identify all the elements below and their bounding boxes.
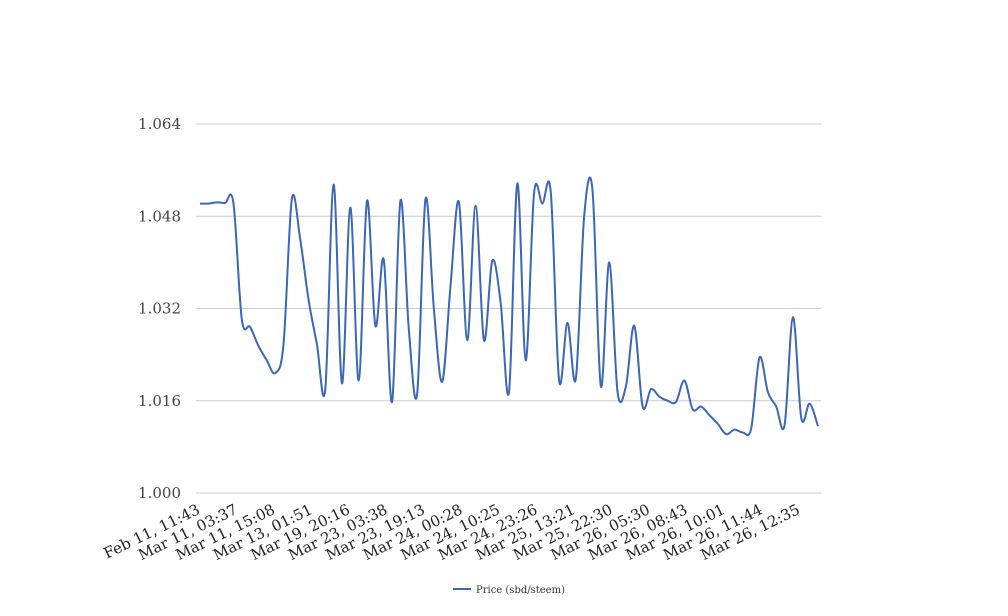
- legend: Price (sbd/steem): [453, 585, 565, 596]
- data-point-0-40: [532, 191, 536, 195]
- data-point-0-62: [716, 422, 720, 426]
- data-point-0-15: [323, 387, 327, 391]
- data-point-0-45: [574, 377, 578, 381]
- data-point-0-3: [223, 201, 227, 205]
- data-point-0-34: [482, 338, 486, 342]
- data-point-0-74: [816, 424, 820, 428]
- data-point-0-69: [774, 405, 778, 409]
- y-tick-label-2: 1.032: [138, 300, 181, 318]
- data-point-0-23: [390, 400, 394, 404]
- data-point-0-73: [808, 402, 812, 406]
- data-point-0-38: [515, 181, 519, 185]
- data-point-0-49: [607, 260, 611, 264]
- data-point-0-14: [315, 342, 319, 346]
- data-point-0-70: [783, 423, 787, 427]
- gridlines: [196, 123, 821, 494]
- data-point-0-11: [290, 197, 294, 201]
- data-point-0-31: [457, 200, 461, 204]
- data-point-0-65: [741, 430, 745, 434]
- y-axis-tick-labels: 1.000 1.016 1.032 1.048 1.064: [138, 115, 181, 502]
- data-point-0-13: [307, 298, 311, 302]
- data-point-0-24: [398, 199, 402, 203]
- data-point-0-59: [691, 407, 695, 411]
- data-point-0-1: [206, 202, 210, 206]
- legend-label-price: Price (sbd/steem): [476, 585, 565, 596]
- data-point-0-6: [248, 325, 252, 329]
- data-point-0-50: [616, 390, 620, 394]
- data-point-0-63: [724, 432, 728, 436]
- data-point-0-18: [348, 206, 352, 210]
- data-point-0-10: [282, 342, 286, 346]
- data-point-0-54: [649, 387, 653, 391]
- data-point-0-22: [382, 257, 386, 261]
- data-point-0-30: [449, 283, 453, 287]
- data-point-0-48: [599, 384, 603, 388]
- data-point-0-60: [699, 405, 703, 409]
- data-point-0-67: [758, 356, 762, 360]
- data-point-0-68: [766, 390, 770, 394]
- data-point-0-57: [674, 400, 678, 404]
- data-point-0-8: [265, 358, 269, 362]
- data-point-0-16: [332, 183, 336, 187]
- data-point-0-27: [423, 197, 427, 201]
- data-point-0-29: [440, 380, 444, 384]
- data-point-0-33: [474, 204, 478, 208]
- data-point-0-32: [465, 338, 469, 342]
- data-point-0-9: [273, 371, 277, 375]
- data-point-0-25: [407, 327, 411, 331]
- data-point-0-64: [732, 428, 736, 432]
- y-tick-label-0: 1.000: [138, 484, 181, 502]
- data-point-0-36: [499, 301, 503, 305]
- data-point-0-2: [215, 200, 219, 204]
- data-point-0-46: [582, 214, 586, 218]
- data-point-0-17: [340, 381, 344, 385]
- data-point-0-21: [373, 324, 377, 328]
- y-tick-label-1: 1.016: [138, 392, 181, 410]
- data-point-0-20: [365, 199, 369, 203]
- data-point-0-41: [540, 202, 544, 206]
- data-point-0-72: [799, 416, 803, 420]
- data-point-0-66: [749, 426, 753, 430]
- series-group: [198, 176, 820, 437]
- data-point-0-56: [666, 399, 670, 403]
- y-tick-label-3: 1.048: [138, 207, 181, 225]
- data-point-0-37: [507, 390, 511, 394]
- data-point-0-5: [240, 317, 244, 321]
- data-point-0-7: [256, 344, 260, 348]
- data-point-0-43: [557, 379, 561, 383]
- data-point-0-12: [298, 237, 302, 241]
- data-point-0-52: [632, 324, 636, 328]
- y-tick-label-4: 1.064: [138, 115, 181, 133]
- data-point-0-19: [357, 379, 361, 383]
- data-point-0-39: [524, 358, 528, 362]
- data-point-0-53: [641, 405, 645, 409]
- data-point-0-28: [432, 307, 436, 311]
- series-line-0: [199, 176, 819, 437]
- data-point-0-47: [591, 188, 595, 192]
- data-point-0-51: [624, 384, 628, 388]
- data-point-0-55: [657, 395, 661, 399]
- data-point-0-26: [415, 392, 419, 396]
- data-point-0-4: [231, 201, 235, 205]
- data-point-0-44: [565, 321, 569, 325]
- data-point-0-58: [682, 379, 686, 383]
- data-point-0-71: [791, 315, 795, 319]
- data-point-0-42: [549, 190, 553, 194]
- data-point-0-61: [707, 413, 711, 417]
- data-point-0-35: [490, 259, 494, 263]
- data-point-0-0: [198, 202, 202, 206]
